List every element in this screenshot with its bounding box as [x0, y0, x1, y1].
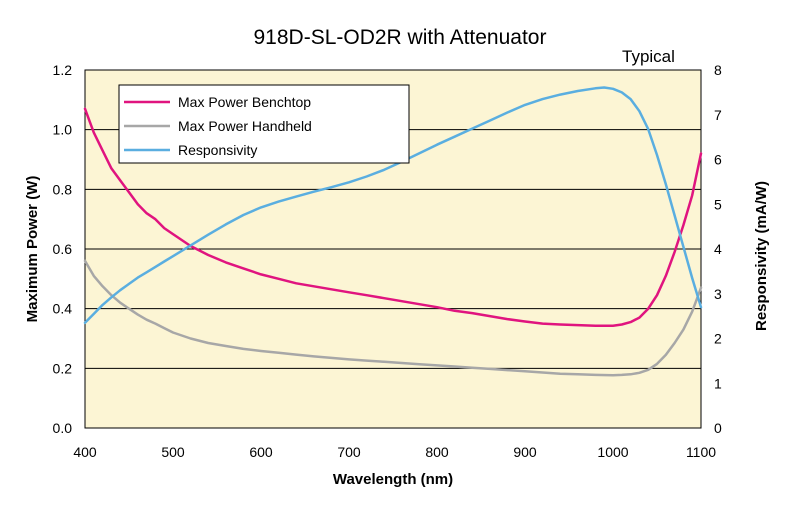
- y-left-tick-label: 0.4: [53, 301, 73, 317]
- x-tick-label: 700: [337, 444, 361, 460]
- x-tick-label: 400: [73, 444, 97, 460]
- legend-label: Responsivity: [178, 142, 257, 158]
- y-left-axis-title: Maximum Power (W): [24, 176, 41, 323]
- y-left-tick-labels: 0.0 0.2 0.4 0.6 0.8 1.0 1.2: [53, 62, 73, 436]
- x-axis-title: Wavelength (nm): [333, 471, 453, 488]
- legend-label: Max Power Benchtop: [178, 94, 311, 110]
- y-right-tick-label: 2: [714, 331, 722, 347]
- x-tick-label: 1000: [597, 444, 628, 460]
- x-tick-label: 900: [513, 444, 537, 460]
- y-right-tick-label: 1: [714, 375, 722, 391]
- series-line-max-power-handheld: [83, 259, 703, 377]
- x-tick-label: 1100: [686, 444, 716, 460]
- x-tick-label: 500: [161, 444, 185, 460]
- y-right-tick-label: 8: [714, 62, 722, 78]
- x-tick-label: 800: [425, 444, 449, 460]
- x-tick-labels: 400 500 600 700 800 900 1000 1100: [73, 444, 716, 460]
- y-left-tick-label: 0.8: [53, 181, 73, 197]
- legend-label: Max Power Handheld: [178, 118, 312, 134]
- series-line-max-power-benchtop: [83, 107, 703, 327]
- y-right-tick-label: 7: [714, 107, 722, 123]
- y-right-axis-title: Responsivity (mA/W): [753, 181, 770, 331]
- y-right-tick-label: 5: [714, 196, 722, 212]
- chart-title: 918D-SL-OD2R with Attenuator: [254, 26, 547, 49]
- x-tick-label: 600: [249, 444, 273, 460]
- y-left-tick-label: 1.2: [53, 62, 73, 78]
- y-left-tick-label: 0.2: [53, 360, 73, 376]
- y-left-tick-label: 0.0: [53, 420, 73, 436]
- y-right-tick-labels: 0 1 2 3 4 5 6 7 8: [714, 62, 722, 436]
- legend: Max Power Benchtop Max Power Handheld Resp…: [118, 84, 410, 164]
- y-left-tick-label: 0.6: [53, 241, 73, 257]
- y-right-tick-label: 3: [714, 286, 722, 302]
- y-left-tick-label: 1.0: [53, 122, 73, 138]
- y-right-tick-label: 4: [714, 241, 722, 257]
- y-right-tick-label: 0: [714, 420, 722, 436]
- y-right-tick-label: 6: [714, 152, 722, 168]
- typical-annotation: Typical: [622, 47, 675, 66]
